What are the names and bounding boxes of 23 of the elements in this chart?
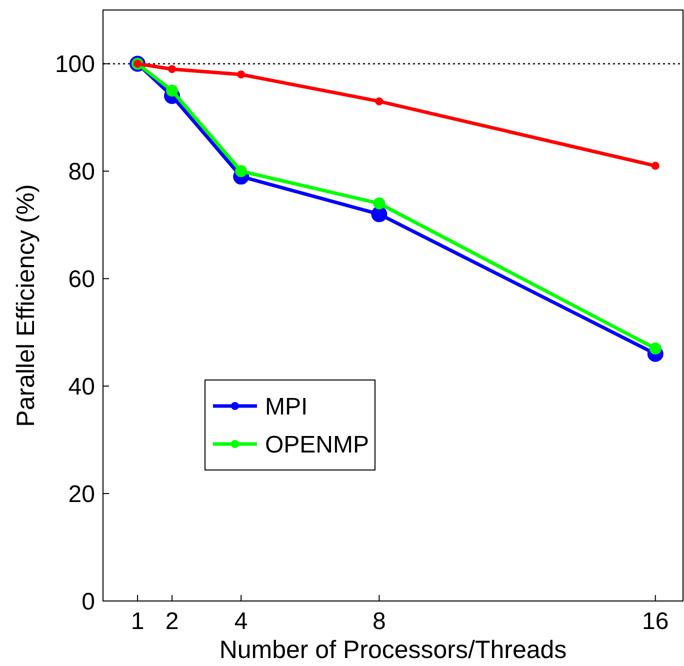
legend-label: MPI (265, 393, 308, 420)
y-tick-label: 60 (68, 266, 95, 294)
x-axis-title: Number of Processors/Threads (219, 636, 567, 664)
point (651, 162, 660, 170)
legend-label: OPENMP (265, 431, 370, 458)
y-tick-label: 80 (68, 158, 95, 186)
point (235, 165, 248, 178)
point (649, 342, 662, 354)
y-axis-title: Parallel Efficiency (%) (12, 184, 40, 427)
y-tick-label: 0 (82, 588, 95, 616)
x-tick-label: 16 (642, 608, 669, 635)
x-tick-label: 2 (165, 608, 179, 635)
y-tick-label: 40 (68, 373, 95, 400)
x-tick-label: 1 (130, 608, 144, 635)
point (373, 197, 386, 210)
x-tick-label: 4 (234, 608, 248, 635)
y-tick-label: 20 (68, 480, 95, 508)
point (237, 70, 246, 78)
point (375, 97, 384, 106)
point (168, 65, 176, 74)
point (166, 84, 178, 97)
x-tick-label: 8 (372, 608, 386, 635)
y-tick-label: 100 (54, 51, 95, 78)
